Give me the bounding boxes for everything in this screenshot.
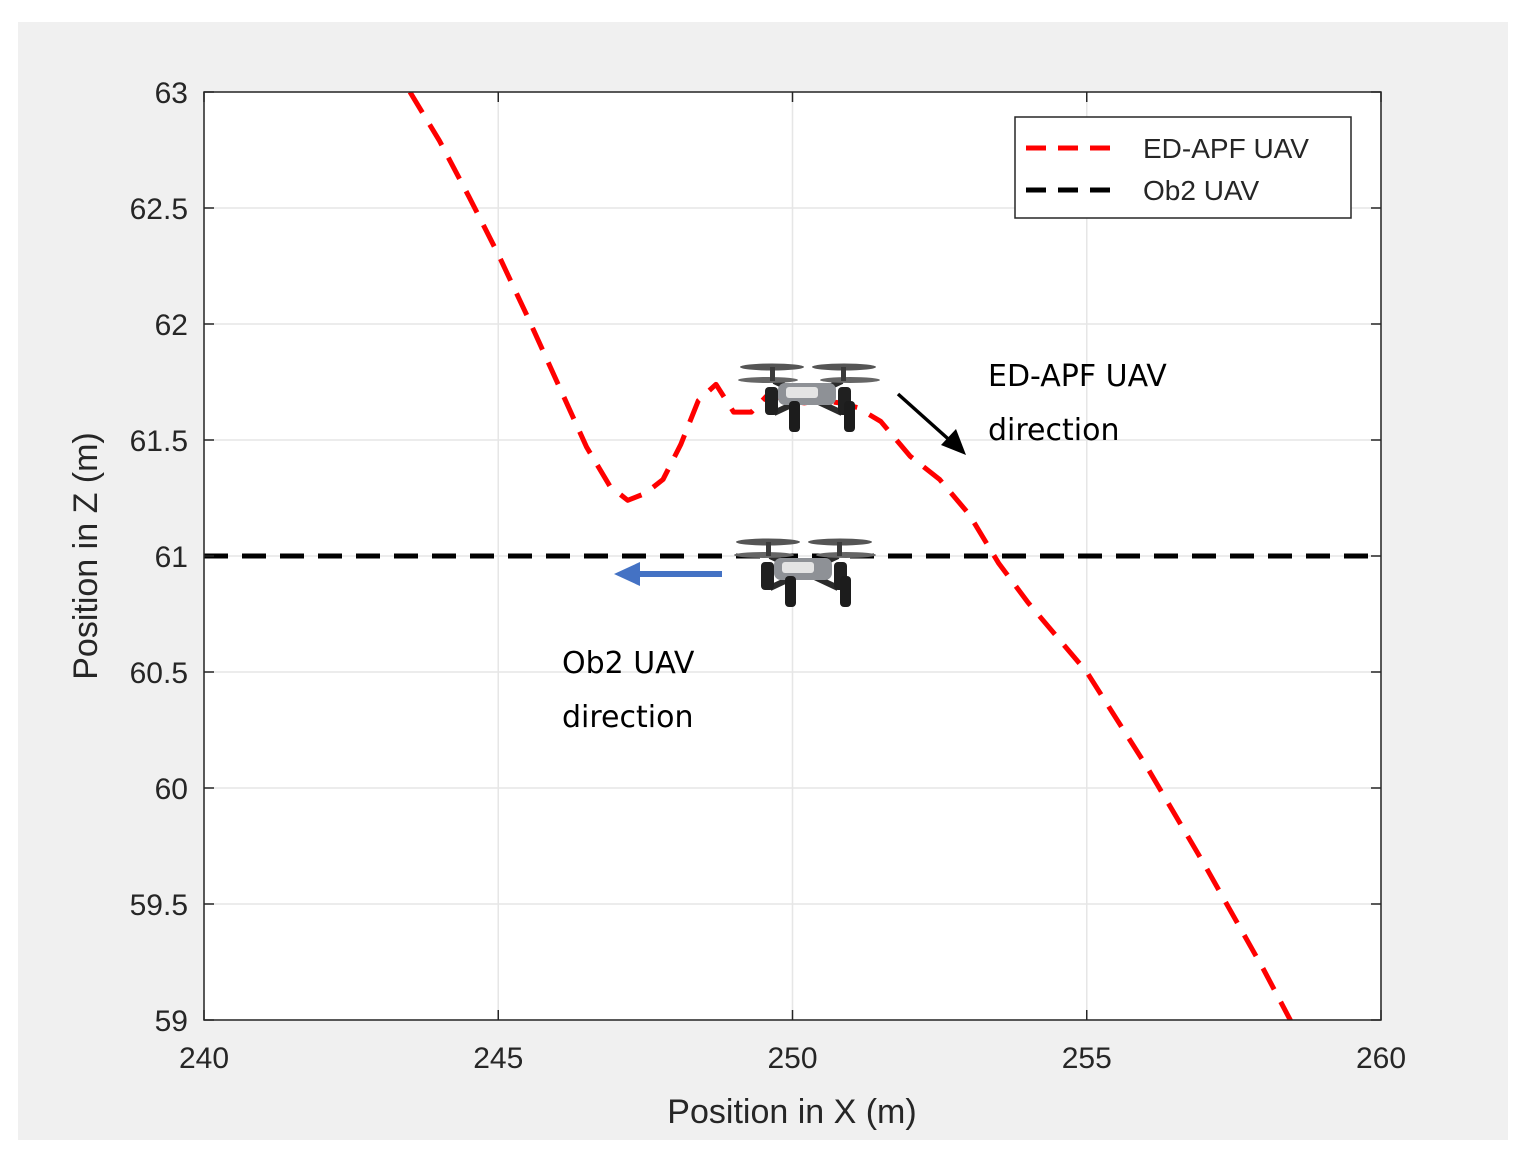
y-tick-label: 63: [155, 77, 188, 110]
ed-apf-direction-label-line1: ED-APF UAV: [988, 359, 1167, 394]
y-tick-label: 61.5: [130, 425, 188, 458]
ed-apf-direction-arrow: [896, 392, 966, 455]
x-tick-label: 255: [1062, 1042, 1112, 1075]
x-tick-label: 245: [473, 1042, 523, 1075]
ed-apf-drone-image: [738, 363, 880, 432]
x-tick-labels: 240 245 250 255 260: [179, 1042, 1406, 1075]
x-tick-label: 240: [179, 1042, 229, 1075]
y-tick-label: 60.5: [130, 657, 188, 690]
ob2-drone-image: [734, 538, 876, 607]
ob2-direction-label-line1: Ob2 UAV: [562, 646, 695, 681]
y-axis-label: Position in Z (m): [67, 432, 105, 680]
y-tick-label: 61: [155, 541, 188, 574]
y-tick-label: 60: [155, 773, 188, 806]
legend: ED-APF UAV Ob2 UAV: [1014, 116, 1352, 219]
y-tick-label: 62: [155, 309, 188, 342]
ob2-direction-arrow: [614, 562, 722, 586]
y-tick-labels: 59 59.5 60 60.5 61 61.5 62 62.5 63: [130, 77, 188, 1038]
y-tick-label: 62.5: [130, 193, 188, 226]
ob2-direction-label-line2: direction: [562, 700, 693, 735]
x-tick-label: 250: [767, 1042, 817, 1075]
ed-apf-direction-label-line2: direction: [988, 413, 1119, 448]
y-tick-label: 59.5: [130, 889, 188, 922]
x-tick-label: 260: [1356, 1042, 1406, 1075]
legend-label-ob2: Ob2 UAV: [1143, 175, 1260, 206]
legend-box: [1014, 116, 1352, 219]
y-tick-label: 59: [155, 1005, 188, 1038]
x-axis-label: Position in X (m): [667, 1093, 916, 1131]
legend-label-ed-apf: ED-APF UAV: [1143, 133, 1309, 164]
ticks: [203, 91, 1382, 1021]
